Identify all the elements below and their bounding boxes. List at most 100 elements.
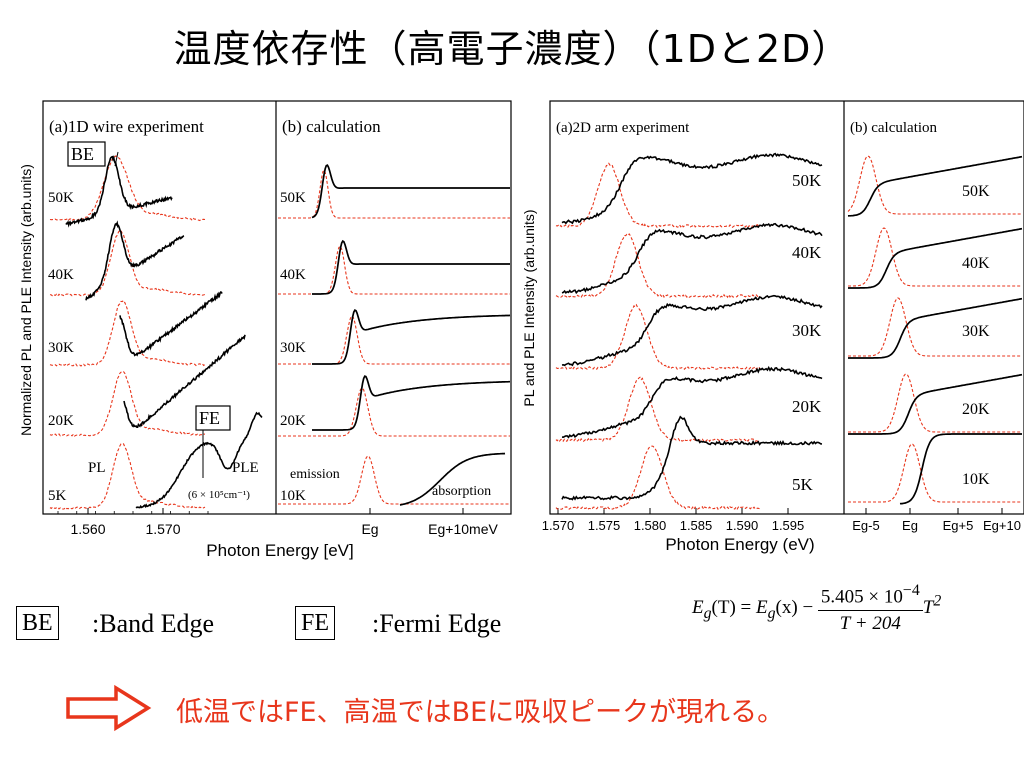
x-tick-label-2d-4: 1.590 (726, 518, 759, 533)
temp-label-2d-2: 30K (792, 321, 822, 340)
ple-curve-2d (561, 222, 823, 295)
right-arrow-outline-icon (66, 684, 152, 732)
pl-curve-2d (555, 233, 761, 299)
absorption-curve-2d-calc (848, 297, 1023, 359)
temp-label-1d-calc-4: 10K (280, 488, 306, 504)
be-marker-line (114, 151, 119, 167)
be-marker-label: BE (71, 144, 94, 164)
emission-curve-1d-calc (278, 455, 510, 505)
absorption-curve-1d-calc (312, 239, 510, 295)
x-tick-label-2d-calc-1: Eg (902, 518, 918, 533)
pl-curve-1d (49, 370, 206, 437)
be-marker-box (67, 141, 106, 167)
emission-curve-1d-calc (278, 245, 510, 295)
formula-rhs-arg: (x) − (775, 597, 818, 619)
emission-curve-1d-calc (278, 315, 510, 365)
x-tick-label-2d-calc-3: Eg+10 (983, 518, 1021, 533)
ple-annotation: PLE (232, 460, 259, 476)
temp-label-2d-calc-4: 10K (962, 471, 990, 488)
temp-label-1d-calc-0: 50K (280, 190, 306, 206)
pl-curve-2d (555, 303, 761, 371)
x-tick-label-2d-1: 1.575 (588, 518, 621, 533)
absorption-scale-annotation: (6 × 10⁵cm⁻¹) (188, 489, 250, 501)
temp-label-2d-4: 5K (792, 475, 814, 494)
be-legend-text: :Band Edge (92, 609, 215, 638)
temp-label-1d-calc-1: 40K (280, 267, 306, 283)
temp-label-1d-3: 20K (48, 413, 74, 429)
be-legend-box: BE (16, 606, 59, 640)
formula-lhs: E (692, 597, 704, 619)
absorption-curve-1d-calc (312, 375, 510, 431)
temp-label-2d-calc-2: 30K (962, 323, 990, 340)
pl-curve-2d (555, 445, 761, 511)
emission-curve-2d-calc (848, 373, 1022, 433)
emission-curve-2d-calc (848, 443, 1022, 503)
temp-label-1d-2: 30K (48, 340, 74, 356)
ple-curve-2d (561, 365, 823, 439)
panel-1d-calc-title: (b) calculation (282, 117, 381, 136)
formula-lhs-sub: g (703, 604, 712, 622)
pl-curve-1d (49, 299, 206, 367)
formula-numerator: 5.405 × 10 (820, 586, 903, 608)
absorption-curve-1d-calc (311, 164, 510, 219)
pl-annotation: PL (88, 460, 106, 476)
pl-curve-2d (555, 162, 761, 228)
formula-numerator-exp: −4 (902, 582, 920, 599)
temp-label-1d-0: 50K (48, 190, 74, 206)
temp-label-2d-calc-3: 20K (962, 401, 990, 418)
ple-curve-1d (135, 411, 263, 509)
panel-2d-frame (549, 100, 1024, 515)
x-tick-label-2d-calc-2: Eg+5 (943, 518, 974, 533)
absorption-curve-1d-calc (399, 452, 506, 506)
emission-curve-2d-calc (848, 297, 1022, 357)
formula-tail-exp: 2 (933, 592, 942, 610)
x-tick-label-1d-0: 1.560 (70, 521, 105, 537)
x-tick-label-2d-2: 1.580 (634, 518, 667, 533)
temp-label-2d-1: 40K (792, 243, 822, 262)
ple-curve-1d (119, 291, 223, 357)
x-tick-label-1d-calc-0: Eg (361, 521, 378, 537)
temp-label-2d-calc-1: 40K (962, 255, 990, 272)
temp-label-1d-calc-3: 20K (280, 413, 306, 429)
emission-annotation: emission (290, 467, 340, 482)
formula-rhs-sub: g (767, 604, 776, 622)
absorption-curve-1d-calc (312, 308, 511, 365)
pl-curve-2d (555, 376, 761, 443)
formula-rhs: E (756, 597, 768, 619)
pl-curve-1d (49, 443, 206, 510)
absorption-curve-2d-calc (848, 227, 1023, 289)
ple-curve-2d (561, 415, 823, 501)
formula-fraction: 5.405 × 10−4 T + 204 (817, 582, 923, 635)
panel-1d-frame (42, 100, 512, 515)
x-axis-label-1d: Photon Energy [eV] (206, 541, 353, 560)
absorption-curve-2d-calc (899, 433, 1022, 505)
x-tick-label-1d-calc-1: Eg+10meV (428, 521, 498, 537)
x-tick-label-2d-5: 1.595 (772, 518, 805, 533)
ple-curve-2d (561, 294, 823, 367)
emission-curve-2d-calc (848, 227, 1022, 287)
x-axis-label-2d: Photon Energy (eV) (665, 535, 814, 554)
ple-curve-1d (85, 220, 185, 301)
formula-denominator: T + 204 (839, 613, 901, 635)
y-axis-label-2d: PL and PLE Intensity (arb.units) (521, 209, 537, 406)
temp-label-2d-0: 50K (792, 171, 822, 190)
absorption-curve-2d-calc (847, 155, 1023, 217)
temp-label-2d-3: 20K (792, 397, 822, 416)
absorption-curve-2d-calc (848, 373, 1023, 435)
x-tick-label-1d-1: 1.570 (145, 521, 180, 537)
conclusion-text: 低温ではFE、高温ではBEに吸収ピークが現れる。 (176, 697, 785, 728)
panel-2d-calc-title: (b) calculation (850, 120, 938, 136)
emission-curve-2d-calc (847, 155, 1022, 215)
temp-label-1d-4: 5K (48, 488, 67, 504)
formula-tail: T (922, 597, 934, 619)
bandgap-formula: Eg(T) = Eg(x) − 5.405 × 10−4 T + 204 T2 (692, 582, 941, 635)
spectra-figure: (a)1D wire experiment (b) calculation (a)2… (18, 100, 1024, 560)
emission-curve-1d-calc (278, 169, 510, 219)
ple-curve-2d (561, 152, 823, 225)
panel-2d-exp-title: (a)2D arm experiment (556, 120, 690, 136)
fe-legend-box: FE (295, 606, 336, 640)
temp-label-1d-1: 40K (48, 267, 74, 283)
slide-title: 温度依存性（高電子濃度）（1Dと2D） (173, 27, 851, 71)
fe-marker-label: FE (199, 408, 220, 428)
ple-curve-1d (123, 334, 246, 428)
